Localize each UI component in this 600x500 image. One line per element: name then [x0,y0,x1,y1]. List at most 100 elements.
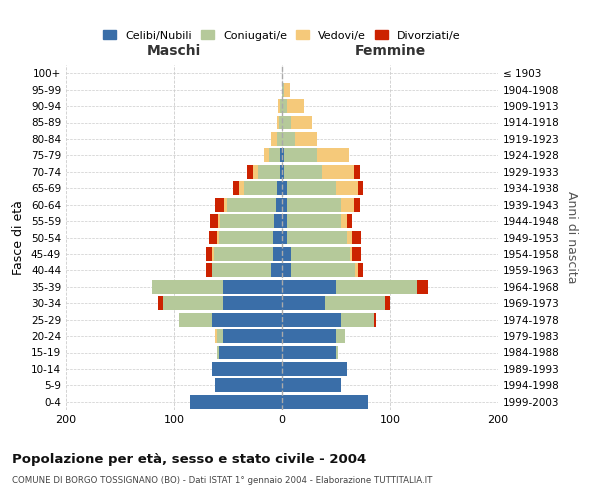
Bar [215,198,224,211]
Bar [341,214,347,228]
Bar [282,264,290,278]
Bar [336,280,417,294]
Bar [223,296,282,310]
Bar [223,280,282,294]
Bar [282,362,347,376]
Bar [287,99,304,113]
Bar [352,247,361,261]
Bar [220,346,282,360]
Bar [341,312,374,326]
Bar [282,346,336,360]
Bar [179,312,212,326]
Bar [287,181,336,195]
Bar [212,247,214,261]
Bar [350,247,352,261]
Legend: Celibi/Nubili, Coniugati/e, Vedovi/e, Divorziati/e: Celibi/Nubili, Coniugati/e, Vedovi/e, Di… [99,26,465,45]
Bar [322,165,355,179]
Bar [358,264,363,278]
Bar [274,247,282,261]
Bar [163,296,223,310]
Bar [284,165,322,179]
Bar [336,346,338,360]
Bar [218,214,220,228]
Bar [287,198,341,211]
Bar [282,280,336,294]
Bar [290,264,355,278]
Bar [282,378,341,392]
Bar [282,214,287,228]
Bar [282,181,287,195]
Bar [282,148,284,162]
Bar [217,329,223,343]
Bar [271,264,282,278]
Bar [341,198,355,211]
Bar [152,280,223,294]
Bar [295,132,317,146]
Bar [233,181,239,195]
Bar [224,198,227,211]
Bar [280,99,282,113]
Bar [284,82,290,96]
Bar [282,198,287,211]
Bar [279,116,282,130]
Bar [239,181,244,195]
Bar [220,214,274,228]
Bar [352,230,361,244]
Bar [282,329,336,343]
Bar [215,378,282,392]
Y-axis label: Fasce di età: Fasce di età [13,200,25,275]
Bar [282,116,290,130]
Bar [355,198,360,211]
Bar [385,296,390,310]
Bar [347,214,352,228]
Text: Femmine: Femmine [355,44,425,59]
Bar [282,132,295,146]
Bar [271,132,277,146]
Bar [282,312,341,326]
Bar [347,230,352,244]
Bar [325,296,385,310]
Bar [263,148,269,162]
Y-axis label: Anni di nascita: Anni di nascita [565,191,578,284]
Text: COMUNE DI BORGO TOSSIGNANO (BO) - Dati ISTAT 1° gennaio 2004 - Elaborazione TUTT: COMUNE DI BORGO TOSSIGNANO (BO) - Dati I… [12,476,433,485]
Bar [274,230,282,244]
Bar [355,264,358,278]
Text: Popolazione per età, sesso e stato civile - 2004: Popolazione per età, sesso e stato civil… [12,452,366,466]
Bar [280,148,282,162]
Bar [336,329,344,343]
Bar [282,82,284,96]
Bar [212,312,282,326]
Bar [282,165,284,179]
Bar [277,116,279,130]
Bar [287,214,341,228]
Bar [417,280,428,294]
Bar [282,230,287,244]
Bar [282,296,325,310]
Bar [269,148,280,162]
Bar [278,99,280,113]
Bar [280,165,282,179]
Bar [217,230,220,244]
Bar [158,296,163,310]
Bar [190,395,282,409]
Bar [317,148,349,162]
Bar [374,312,376,326]
Bar [287,230,347,244]
Bar [215,329,217,343]
Bar [206,264,212,278]
Bar [206,247,212,261]
Bar [275,198,282,211]
Bar [358,181,363,195]
Bar [258,165,280,179]
Bar [227,198,275,211]
Bar [209,214,218,228]
Bar [214,247,274,261]
Bar [284,148,317,162]
Bar [290,247,350,261]
Bar [209,230,217,244]
Bar [282,247,290,261]
Bar [212,264,271,278]
Text: Maschi: Maschi [147,44,201,59]
Bar [277,181,282,195]
Bar [217,346,220,360]
